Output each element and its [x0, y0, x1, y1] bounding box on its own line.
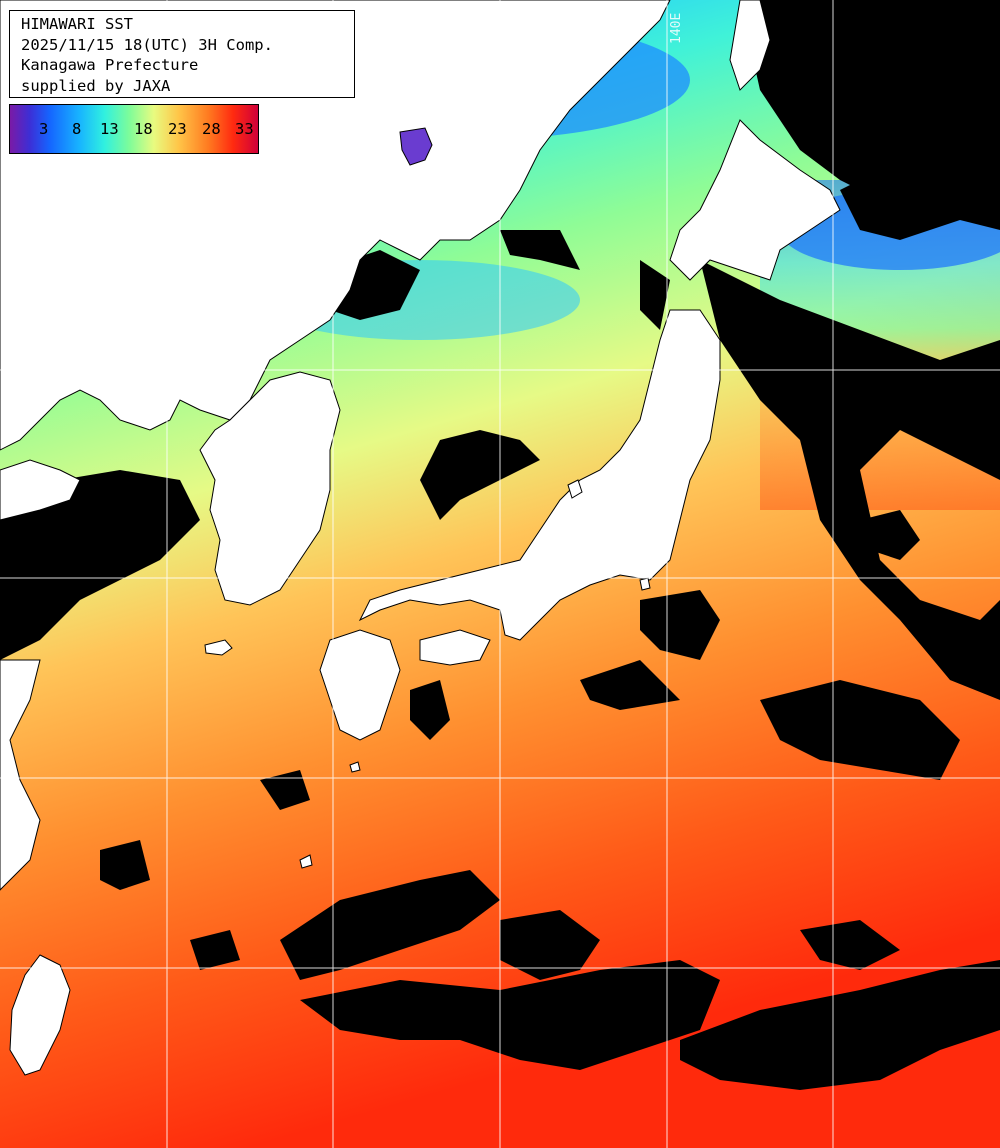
title-line-prefecture: Kanagawa Prefecture: [21, 56, 199, 74]
land-sakhalin: [729, 0, 771, 91]
land-taiwan: [9, 954, 71, 1076]
legend-tick: 18: [134, 120, 153, 138]
title-line-datetime: 2025/11/15 18(UTC) 3H Comp.: [21, 35, 273, 54]
land-izu-island: [639, 577, 651, 591]
title-line-supplier: supplied by JAXA: [21, 76, 171, 95]
map-title-box: HIMAWARI SST 2025/11/15 18(UTC) 3H Comp.…: [9, 10, 355, 98]
title-line-satellite: HIMAWARI SST: [21, 15, 133, 33]
legend-tick: 13: [100, 120, 119, 138]
latitude-label: 40N: [8, 354, 32, 369]
land-shandong: [0, 459, 81, 521]
land-korea: [199, 371, 341, 606]
cold-spot-lake: [399, 127, 433, 166]
land-hokkaido: [669, 119, 841, 281]
land-okinawa-islet: [299, 854, 313, 869]
legend-tick: 28: [202, 120, 221, 138]
legend-tick: 33: [235, 120, 254, 138]
land-honshu: [358, 309, 721, 641]
land-sado: [567, 479, 583, 499]
color-scale-legend: 3 8 13 18 23 28 33: [9, 104, 259, 154]
legend-tick: 3: [39, 120, 49, 138]
land-kyushu: [319, 629, 401, 741]
legend-tick: 8: [72, 120, 82, 138]
land-shikoku: [419, 629, 491, 666]
land-amami: [349, 761, 361, 773]
longitude-label: 140E: [669, 12, 684, 44]
land-jeju: [204, 639, 233, 656]
legend-tick: 23: [168, 120, 187, 138]
land-china-coast: [0, 659, 41, 891]
